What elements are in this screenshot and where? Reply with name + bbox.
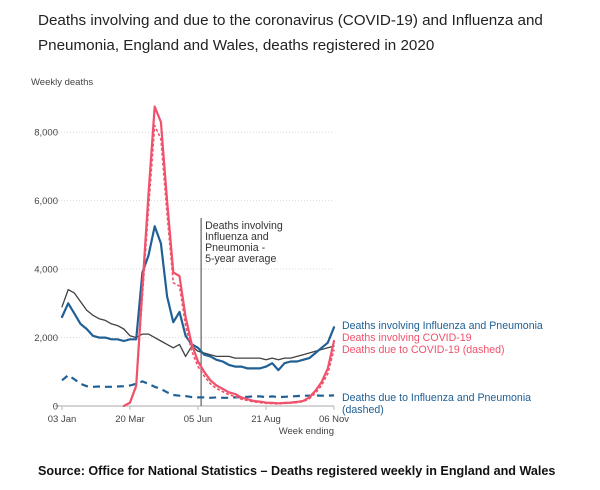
series-lines — [60, 105, 336, 408]
gridlines — [55, 131, 334, 407]
x-tick-label: 05 Jun — [184, 414, 213, 425]
annotation-text: Deaths involving — [205, 220, 283, 232]
legend-influenza-involving: Deaths involving Influenza and Pneumonia — [342, 320, 543, 332]
x-tick-label: 21 Aug — [251, 414, 281, 425]
x-tick-label: 03 Jan — [48, 414, 77, 425]
y-tick-label: 0 — [53, 402, 58, 413]
source-note: Source: Office for National Statistics –… — [38, 464, 556, 478]
y-tick-label: 6,000 — [34, 196, 58, 207]
y-tick-label: 2,000 — [34, 333, 58, 344]
y-tick-label: 4,000 — [34, 265, 58, 276]
series-line-covid-due — [123, 124, 335, 407]
legend-influenza-due: Deaths due to Influenza and Pneumonia (d… — [342, 392, 534, 416]
legend: Deaths involving Influenza and Pneumonia… — [342, 320, 543, 416]
y-axis-label: Weekly deaths — [31, 77, 93, 88]
axis-ticks: 0 2,000 4,000 6,000 8,000 03 Jan 20 Mar 05 Jun 2… — [34, 128, 349, 425]
x-tick-label: 20 Mar — [115, 414, 145, 425]
series-line-covid-involving — [122, 105, 336, 408]
annotation-text: Pneumonia - — [205, 242, 266, 254]
y-tick-label: 8,000 — [34, 128, 58, 139]
series-line-average — [61, 288, 335, 361]
annotation-text: 5-year average — [205, 253, 276, 265]
series-line-influenza-due — [61, 374, 335, 399]
annotation-text: Influenza and — [205, 231, 269, 243]
chart-title: Deaths involving and due to the coronavi… — [38, 12, 543, 54]
x-tick-label: 06 Nov — [319, 414, 349, 425]
legend-covid-due: Deaths due to COVID-19 (dashed) — [342, 344, 505, 356]
series-line-influenza-involving — [60, 225, 336, 372]
x-axis-label: Week ending — [279, 426, 334, 437]
legend-covid-involving: Deaths involving COVID-19 — [342, 332, 472, 344]
